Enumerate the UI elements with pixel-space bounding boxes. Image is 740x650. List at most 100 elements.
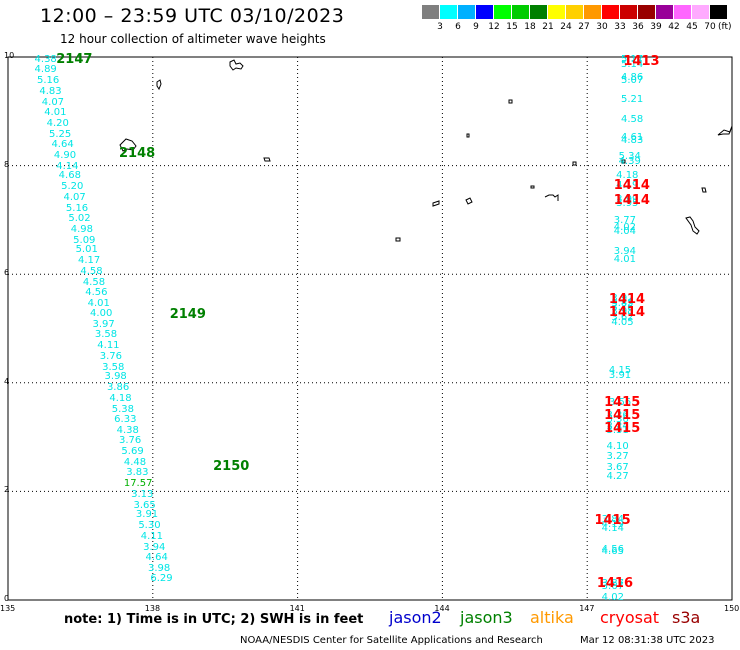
wave-height-value: 4.38 xyxy=(34,53,57,65)
track-number-label: 2148 xyxy=(119,145,156,161)
scale-label: 15 xyxy=(506,22,518,32)
wave-height-value: 4.07 xyxy=(63,192,86,204)
scale-swatch xyxy=(656,5,673,19)
map-subtitle: 12 hour collection of altimeter wave hei… xyxy=(60,32,326,46)
wave-height-value: 4.27 xyxy=(606,471,629,483)
scale-label: 18 xyxy=(524,22,536,32)
track-number-label: 1414 xyxy=(608,292,646,308)
x-tick-label: 150 xyxy=(724,604,740,613)
wave-height-value: 3.76 xyxy=(99,350,122,362)
wave-height-value: 4.86 xyxy=(620,71,644,83)
wave-height-value: 4.64 xyxy=(145,551,168,563)
wave-height-value: 3.98 xyxy=(611,306,634,318)
wave-height-value: 5.09 xyxy=(73,234,96,246)
plot-border xyxy=(7,56,733,601)
wave-height-value: 3.76 xyxy=(119,435,142,447)
y-tick-label: 6 xyxy=(4,268,10,278)
wave-height-value: 3.76 xyxy=(611,301,634,313)
scale-label: 6 xyxy=(455,22,461,32)
wave-height-value: 5.02 xyxy=(68,212,91,224)
wave-height-value: 6.29 xyxy=(150,573,173,585)
wave-height-value: 4.65 xyxy=(601,546,624,558)
scale-swatch xyxy=(638,5,655,19)
wave-height-value: 4.00 xyxy=(90,308,113,320)
scale-swatch xyxy=(566,5,583,19)
scale-unit: (ft) xyxy=(718,22,732,32)
wave-height-value: 5.34 xyxy=(618,150,641,162)
wave-height-value: 3.95 xyxy=(616,197,639,209)
wave-height-value: 3.26 xyxy=(606,410,629,422)
scale-label: 3 xyxy=(437,22,443,32)
scale-label: 42 xyxy=(668,22,680,32)
wave-height-value: 4.56 xyxy=(601,544,624,556)
scale-label: 45 xyxy=(686,22,698,32)
wave-height-value: 5.16 xyxy=(36,74,60,86)
wave-height-value: 3.36 xyxy=(606,413,629,425)
wave-height-value: 5.17 xyxy=(620,53,644,65)
scale-label: 9 xyxy=(473,22,479,32)
wave-height-value: 4.18 xyxy=(109,393,132,405)
wave-height-value: 4.01 xyxy=(87,297,110,309)
wave-height-value: 4.01 xyxy=(613,254,636,266)
wave-height-value: 5.07 xyxy=(620,75,644,87)
wave-height-value: 3.65 xyxy=(133,499,156,511)
wave-height-value: 4.11 xyxy=(140,531,163,542)
wave-height-value: 4.18 xyxy=(616,170,639,182)
satellite-name-jason2: jason2 xyxy=(389,608,442,627)
coastline-islands xyxy=(119,59,733,242)
scale-swatch xyxy=(512,5,529,19)
wave-height-value: 4.19 xyxy=(601,519,624,531)
scale-swatch xyxy=(710,5,727,19)
wave-height-value: 3.84 xyxy=(601,513,624,525)
wave-height-value: 3.67 xyxy=(606,461,629,473)
wave-height-value: 4.61 xyxy=(620,132,644,144)
wave-height-value: 3.97 xyxy=(92,319,115,331)
scale-swatch xyxy=(692,5,709,19)
wave-height-value: 3.91 xyxy=(608,370,632,382)
track-number-label: 1413 xyxy=(623,54,660,70)
y-tick-label: 2 xyxy=(4,485,10,495)
wave-height-value: 3.83 xyxy=(126,466,149,478)
x-tick-label: 147 xyxy=(579,604,595,613)
wave-height-value: 4.20 xyxy=(46,118,69,130)
x-tick-label: 135 xyxy=(0,604,16,613)
scale-swatch xyxy=(620,5,637,19)
scale-label: 12 xyxy=(488,22,500,32)
wave-height-value: 4.98 xyxy=(70,223,93,235)
wave-height-value: 4.10 xyxy=(606,440,629,452)
wave-height-value: 4.11 xyxy=(97,339,120,351)
wave-height-value: 4.05 xyxy=(611,317,634,329)
wave-height-value: 5.69 xyxy=(121,446,144,458)
wave-height-value: 3.24 xyxy=(606,421,629,433)
wave-height-value: 4.02 xyxy=(613,221,636,233)
scale-swatch xyxy=(422,5,439,19)
x-tick-label: 138 xyxy=(144,604,161,613)
track-number-label: 1415 xyxy=(604,395,641,411)
wave-height-value: 4.83 xyxy=(39,85,62,97)
wave-height-value: 4.83 xyxy=(620,134,644,146)
credit-line: NOAA/NESDIS Center for Satellite Applica… xyxy=(240,635,543,646)
wave-height-value: 5.01 xyxy=(75,244,98,256)
wave-height-value: 4.19 xyxy=(616,180,639,192)
wave-height-value: 5.20 xyxy=(61,181,84,193)
track-number-label: 1414 xyxy=(613,178,650,194)
wave-height-value: 3.58 xyxy=(102,361,125,373)
wave-height-value: 4.04 xyxy=(613,225,636,237)
scale-label: 39 xyxy=(650,22,662,32)
scale-swatch xyxy=(602,5,619,19)
wave-height-value: 4.01 xyxy=(44,107,67,119)
wave-height-value: 4.02 xyxy=(601,591,624,603)
wave-height-value: 3.98 xyxy=(104,371,127,383)
wave-height-value: 4.39 xyxy=(618,156,641,168)
track-number-label: 1414 xyxy=(608,305,646,321)
scale-swatch xyxy=(494,5,511,19)
scale-swatch xyxy=(476,5,493,19)
wave-height-value: 4.07 xyxy=(41,96,65,108)
wave-height-value: 3.86 xyxy=(106,382,130,394)
wave-height-value: 4.90 xyxy=(53,149,77,161)
wave-height-value: 3.31 xyxy=(606,424,629,436)
wave-height-value: 3.94 xyxy=(143,541,166,553)
track-number-label: 1416 xyxy=(596,575,634,591)
wave-height-value: 4.89 xyxy=(34,64,57,76)
